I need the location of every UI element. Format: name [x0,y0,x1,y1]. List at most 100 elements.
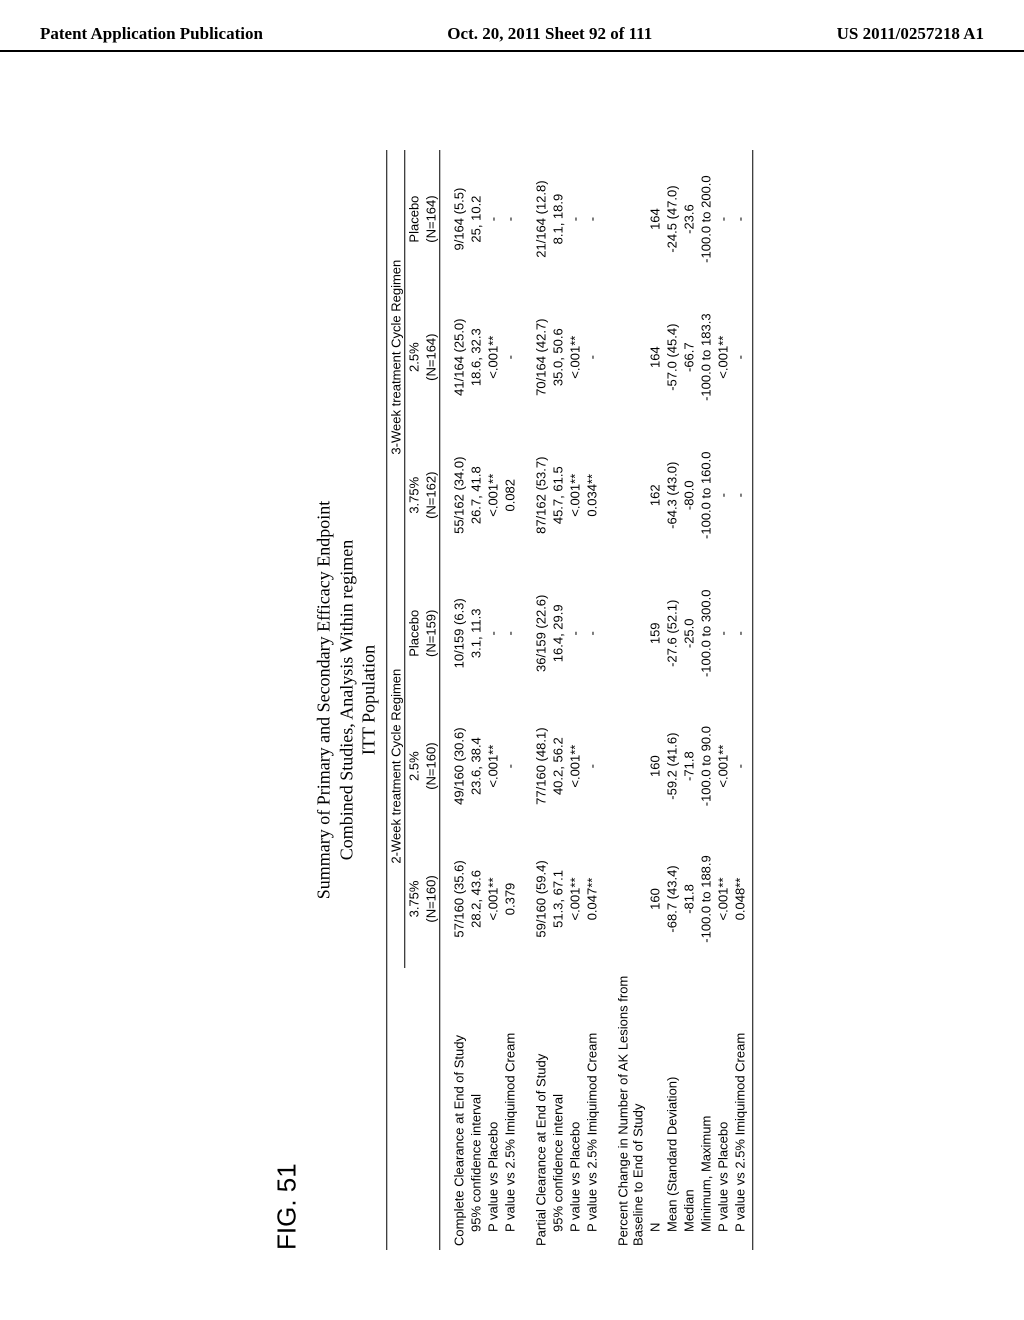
data-cell: 40.2, 56.2 [549,702,566,830]
data-cell: - [583,702,600,830]
data-cell: 57/160 (35.6) [450,830,467,968]
figure-label: FIG. 51 [271,150,302,1250]
table-row: Complete Clearance at End of Study57/160… [450,150,467,1250]
data-cell: 9/164 (5.5) [450,150,467,288]
data-cell: 70/164 (42.7) [532,288,549,426]
table-row: P value vs 2.5% Imiquimod Cream0.379--0.… [501,150,518,1250]
row-label: Minimum, Maximum [697,968,714,1250]
data-cell: - [714,564,731,702]
data-cell [614,830,646,968]
data-cell: 41/164 (25.0) [450,288,467,426]
data-cell: - [714,426,731,564]
data-cell: -23.6 [680,150,697,288]
data-cell: 0.034** [583,426,600,564]
data-cell: - [501,288,518,426]
data-cell: 87/162 (53.7) [532,426,549,564]
row-label: 95% confidence interval [549,968,566,1250]
data-cell: 162 [646,426,663,564]
table-row: Median-81.8-71.8-25.0-80.0-66.7-23.6 [680,150,697,1250]
data-cell: -100.0 to 90.0 [697,702,714,830]
data-cell [614,702,646,830]
data-cell: <.001** [566,702,583,830]
table-row: Partial Clearance at End of Study59/160 … [532,150,549,1250]
row-label: Median [680,968,697,1250]
data-cell: -100.0 to 160.0 [697,426,714,564]
data-cell: 3.1, 11.3 [467,564,484,702]
data-cell: 49/160 (30.6) [450,702,467,830]
table-title: Summary of Primary and Secondary Efficac… [312,150,380,1250]
row-label: P value vs 2.5% Imiquimod Cream [583,968,600,1250]
data-cell: 51.3, 67.1 [549,830,566,968]
data-cell: -100.0 to 300.0 [697,564,714,702]
data-cell: 45.7, 61.5 [549,426,566,564]
col-n: (N=159) [422,564,440,702]
col-header: 3.75% [404,426,422,564]
data-cell: <.001** [714,830,731,968]
row-label: P value vs Placebo [566,968,583,1250]
col-header: 2.5% [404,288,422,426]
data-cell: <.001** [484,426,501,564]
data-cell: <.001** [484,830,501,968]
data-cell: 159 [646,564,663,702]
data-cell: -100.0 to 183.3 [697,288,714,426]
regimen-3week-header: 3-Week treatment Cycle Regimen [386,150,404,564]
page-header: Patent Application Publication Oct. 20, … [0,0,1024,52]
data-cell: - [583,150,600,288]
data-cell: - [484,564,501,702]
data-cell: 164 [646,150,663,288]
data-cell: - [566,150,583,288]
data-cell: 160 [646,830,663,968]
data-cell: -100.0 to 200.0 [697,150,714,288]
data-cell: - [731,564,748,702]
col-n: (N=164) [422,150,440,288]
data-cell: -80.0 [680,426,697,564]
table-row: P value vs 2.5% Imiquimod Cream0.047**--… [583,150,600,1250]
data-cell: 16.4, 29.9 [549,564,566,702]
data-cell: <.001** [484,288,501,426]
row-label: P value vs Placebo [484,968,501,1250]
col-n: (N=160) [422,702,440,830]
data-cell: - [731,702,748,830]
data-cell [614,288,646,426]
table-row: 95% confidence interval51.3, 67.140.2, 5… [549,150,566,1250]
table-row: P value vs Placebo<.001**<.001**--<.001*… [714,150,731,1250]
data-cell: 35.0, 50.6 [549,288,566,426]
data-cell: -27.6 (52.1) [663,564,680,702]
data-cell: -25.0 [680,564,697,702]
data-cell: - [566,564,583,702]
data-cell: <.001** [714,702,731,830]
table-row: Mean (Standard Deviation)-68.7 (43.4)-59… [663,150,680,1250]
data-cell: 26.7, 41.8 [467,426,484,564]
data-cell: - [731,288,748,426]
data-cell: -68.7 (43.4) [663,830,680,968]
data-cell: <.001** [484,702,501,830]
col-n: (N=164) [422,288,440,426]
data-cell: 160 [646,702,663,830]
row-label: 95% confidence interval [467,968,484,1250]
data-cell: <.001** [566,288,583,426]
row-label: Complete Clearance at End of Study [450,968,467,1250]
data-cell: 77/160 (48.1) [532,702,549,830]
data-cell: - [484,150,501,288]
data-cell: 55/162 (34.0) [450,426,467,564]
row-label: Percent Change in Number of AK Lesions f… [614,968,646,1250]
table-row: P value vs Placebo<.001**<.001**-<.001**… [484,150,501,1250]
data-cell: - [583,564,600,702]
efficacy-table: 2-Week treatment Cycle Regimen 3-Week tr… [386,150,753,1250]
title-line-2: Combined Studies, Analysis Within regime… [336,540,356,860]
row-label: Partial Clearance at End of Study [532,968,549,1250]
data-cell: 0.379 [501,830,518,968]
header-right: US 2011/0257218 A1 [837,24,984,44]
data-cell: 10/159 (6.3) [450,564,467,702]
table-row: 95% confidence interval28.2, 43.623.6, 3… [467,150,484,1250]
data-cell: -100.0 to 188.9 [697,830,714,968]
data-cell: 0.048** [731,830,748,968]
data-cell: <.001** [566,830,583,968]
data-cell: 36/159 (22.6) [532,564,549,702]
data-cell: 164 [646,288,663,426]
regimen-2week-header: 2-Week treatment Cycle Regimen [386,564,404,968]
data-cell: -64.3 (43.0) [663,426,680,564]
data-cell: -66.7 [680,288,697,426]
data-cell: - [501,702,518,830]
data-cell: 8.1, 18.9 [549,150,566,288]
